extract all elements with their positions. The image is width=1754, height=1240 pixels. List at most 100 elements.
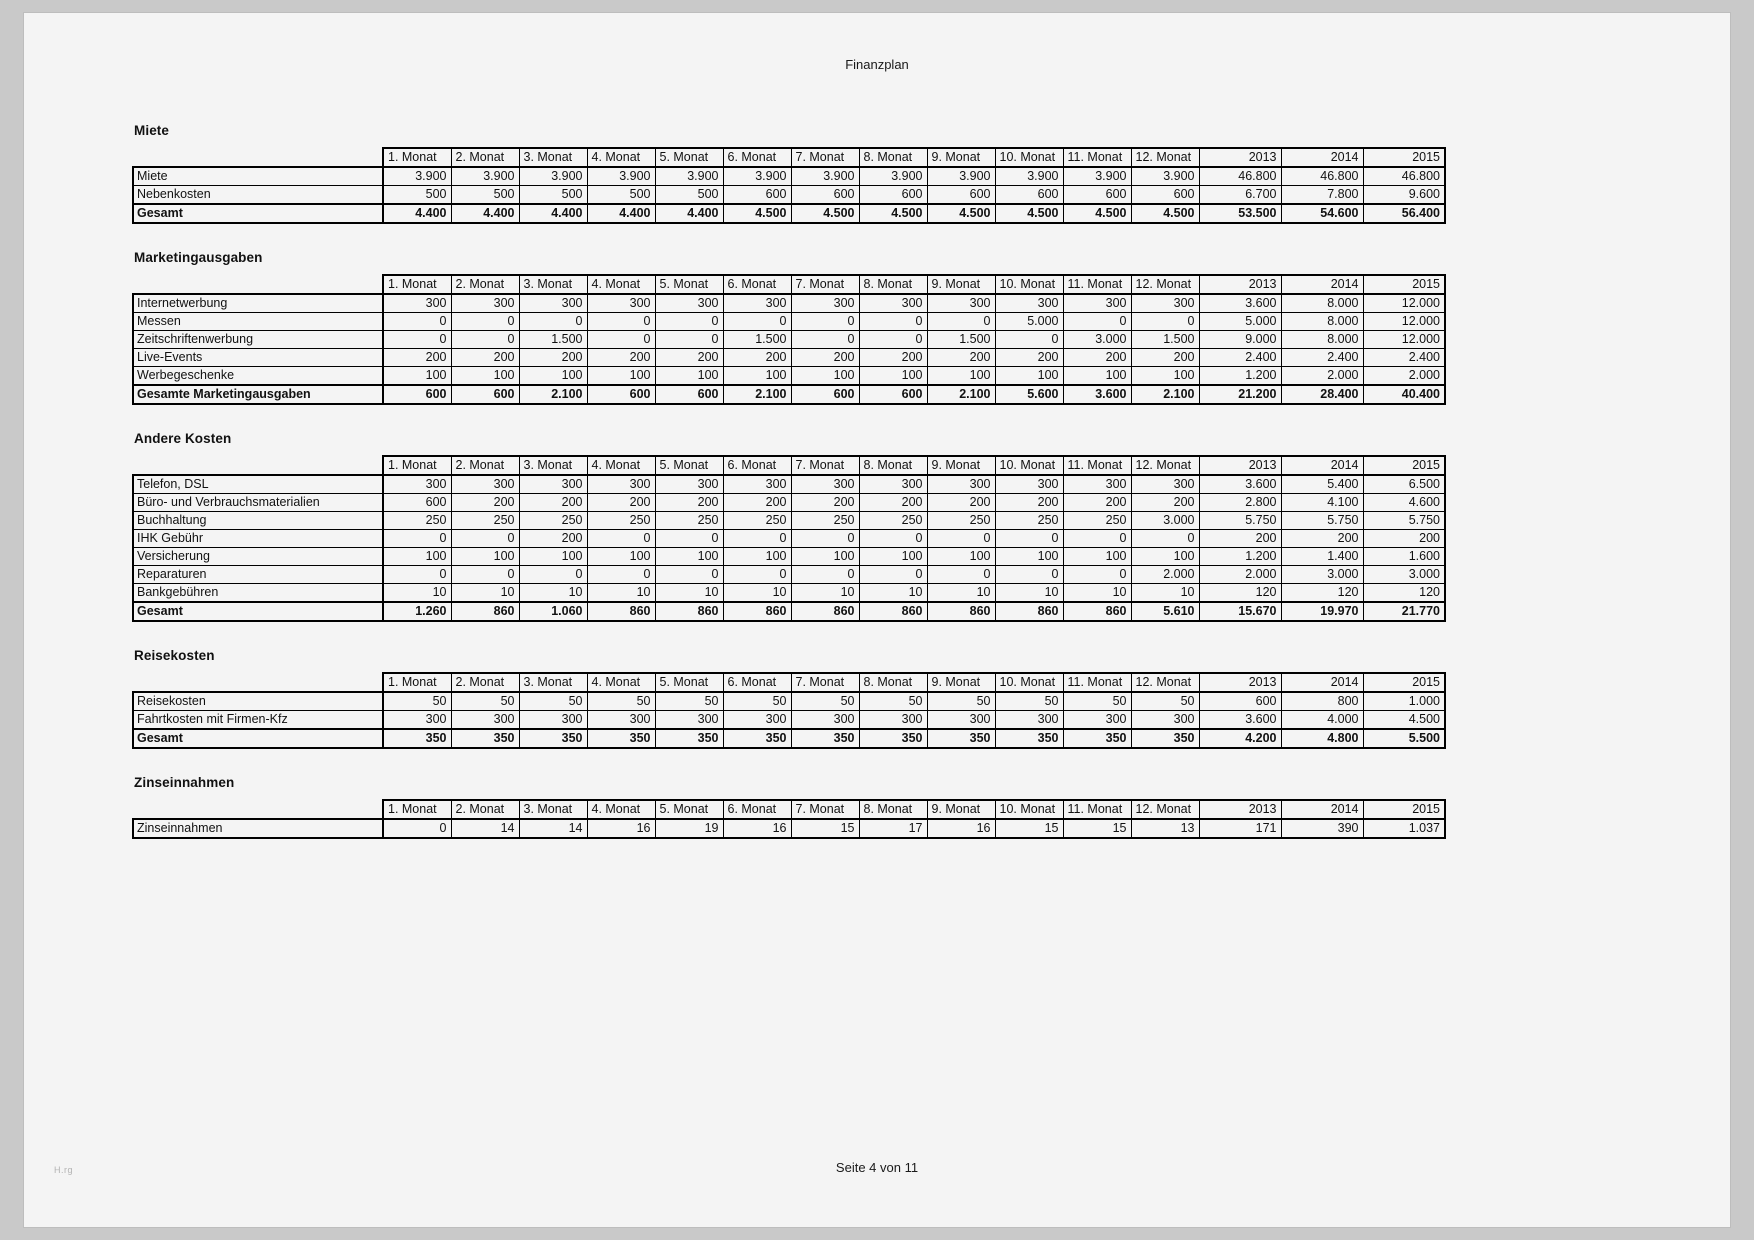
cell-month-value: 300 — [1130, 710, 1200, 730]
cell-month-value: 600 — [654, 384, 724, 405]
cell-month-value: 600 — [994, 185, 1064, 205]
cell-month-value: 350 — [654, 728, 724, 749]
cell-month-value: 50 — [1130, 691, 1200, 711]
cell-month-value: 100 — [994, 547, 1064, 566]
cell-month-value: 0 — [586, 312, 656, 331]
cell-year-value: 1.400 — [1280, 547, 1364, 566]
cell-year-value: 120 — [1280, 583, 1364, 603]
cell-month-value: 19 — [654, 818, 724, 839]
corner-watermark: H.rg — [54, 1165, 74, 1175]
cell-month-value: 350 — [586, 728, 656, 749]
cell-month-value: 100 — [994, 366, 1064, 386]
cell-year-value: 120 — [1198, 583, 1282, 603]
cell-month-value: 50 — [926, 691, 996, 711]
cell-month-value: 4.500 — [722, 203, 792, 224]
cell-year-value: 46.800 — [1362, 166, 1446, 186]
cell-year-value: 12.000 — [1362, 330, 1446, 349]
cell-month-value: 2.100 — [1130, 384, 1200, 405]
cell-month-value: 300 — [994, 710, 1064, 730]
cell-month-value: 13 — [1130, 818, 1200, 839]
cell-month-value: 10 — [722, 583, 792, 603]
cell-month-value: 100 — [790, 547, 860, 566]
cell-month-value: 100 — [518, 366, 588, 386]
column-header-year: 2013 — [1198, 799, 1282, 820]
cell-month-value: 50 — [654, 691, 724, 711]
cell-month-value: 100 — [450, 366, 520, 386]
cell-year-value: 200 — [1362, 529, 1446, 548]
cell-month-value: 3.900 — [926, 166, 996, 186]
cell-year-value: 53.500 — [1198, 203, 1282, 224]
column-header-month: 2. Monat — [450, 274, 520, 295]
cell-month-value: 4.400 — [450, 203, 520, 224]
cell-month-value: 200 — [1062, 348, 1132, 367]
cell-year-value: 5.400 — [1280, 474, 1364, 494]
cell-month-value: 200 — [450, 348, 520, 367]
cell-month-value: 3.900 — [858, 166, 928, 186]
cell-month-value: 2.100 — [722, 384, 792, 405]
cell-month-value: 200 — [790, 493, 860, 512]
cell-month-value: 300 — [450, 710, 520, 730]
cell-month-value: 350 — [450, 728, 520, 749]
cell-month-value: 17 — [858, 818, 928, 839]
cell-month-value: 0 — [450, 312, 520, 331]
row-label: Reparaturen — [132, 565, 384, 584]
table-row: Reparaturen 0 0 0 0 0 0 0 0 0 0 0 2.000 2.000 3.000 3.0… — [132, 565, 1446, 584]
cell-month-value: 3.900 — [654, 166, 724, 186]
cell-year-value: 9.000 — [1198, 330, 1282, 349]
cell-month-value: 300 — [518, 710, 588, 730]
cell-month-value: 250 — [858, 511, 928, 530]
column-header-month: 1. Monat — [382, 147, 452, 168]
cell-month-value: 250 — [722, 511, 792, 530]
cell-month-value: 10 — [994, 583, 1064, 603]
cell-month-value: 0 — [926, 565, 996, 584]
cell-month-value: 0 — [654, 565, 724, 584]
cell-month-value: 3.900 — [586, 166, 656, 186]
column-header-month: 3. Monat — [518, 147, 588, 168]
cell-month-value: 200 — [858, 493, 928, 512]
cell-month-value: 0 — [382, 818, 452, 839]
cell-month-value: 0 — [926, 312, 996, 331]
finance-table: 1. Monat 2. Monat 3. Monat 4. Monat 5. Monat… — [132, 274, 1446, 405]
cell-month-value: 0 — [450, 330, 520, 349]
cell-year-value: 390 — [1280, 818, 1364, 839]
cell-month-value: 200 — [790, 348, 860, 367]
cell-month-value: 200 — [1130, 493, 1200, 512]
cell-year-value: 4.200 — [1198, 728, 1282, 749]
table-row: Nebenkosten 500 500 500 500 500 600 600 600 600 60… — [132, 185, 1446, 205]
cell-month-value: 600 — [790, 384, 860, 405]
section-title: Miete — [134, 123, 170, 138]
cell-month-value: 500 — [450, 185, 520, 205]
document-page: Finanzplan Miete 1. Monat 2. Monat 3. Monat… — [24, 13, 1730, 1227]
row-label: Büro- und Verbrauchsmaterialien — [132, 493, 384, 512]
table-row: Zeitschriftenwerbung 0 0 1.500 0 0 1.500 0 0 1.50… — [132, 330, 1446, 349]
table-row: Büro- und Verbrauchsmaterialien 600 200 200… — [132, 493, 1446, 512]
cell-year-value: 120 — [1362, 583, 1446, 603]
cell-month-value: 0 — [1062, 565, 1132, 584]
cell-month-value: 300 — [722, 293, 792, 313]
cell-month-value: 300 — [1130, 474, 1200, 494]
table-total-row: Gesamt 350 350 350 350 350 350 350 350 350 350 350 3… — [132, 728, 1446, 749]
cell-year-value: 2.000 — [1362, 366, 1446, 386]
section-zinseinnahmen: Zinseinnahmen 1. Monat 2. Monat 3. Monat 4. … — [132, 775, 1446, 839]
cell-year-value: 1.200 — [1198, 547, 1282, 566]
cell-month-value: 15 — [790, 818, 860, 839]
table-row: Fahrtkosten mit Firmen-Kfz 300 300 300 300 30… — [132, 710, 1446, 730]
cell-month-value: 3.900 — [994, 166, 1064, 186]
cell-month-value: 300 — [1062, 474, 1132, 494]
section-reisekosten: Reisekosten 1. Monat 2. Monat 3. Monat 4. Mo… — [132, 648, 1446, 749]
cell-year-value: 171 — [1198, 818, 1282, 839]
cell-year-value: 46.800 — [1280, 166, 1364, 186]
cell-year-value: 2.400 — [1362, 348, 1446, 367]
cell-month-value: 600 — [858, 185, 928, 205]
cell-month-value: 250 — [450, 511, 520, 530]
cell-month-value: 300 — [1062, 293, 1132, 313]
cell-month-value: 0 — [858, 565, 928, 584]
cell-month-value: 0 — [450, 529, 520, 548]
section-title: Andere Kosten — [134, 431, 232, 446]
cell-month-value: 300 — [858, 474, 928, 494]
cell-month-value: 300 — [994, 474, 1064, 494]
section-andere-kosten: Andere Kosten 1. Monat 2. Monat 3. Monat 4. … — [132, 431, 1446, 622]
cell-month-value: 100 — [1130, 547, 1200, 566]
column-header-month: 3. Monat — [518, 455, 588, 476]
table-row: Reisekosten 50 50 50 50 50 50 50 50 50 50 50 50 600 80… — [132, 691, 1446, 711]
